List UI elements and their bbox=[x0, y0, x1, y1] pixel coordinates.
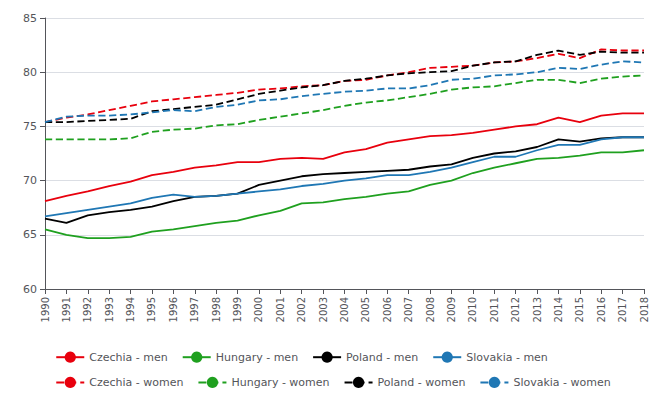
svg-text:2007: 2007 bbox=[403, 297, 414, 322]
svg-text:2011: 2011 bbox=[489, 297, 500, 322]
svg-text:1999: 1999 bbox=[232, 297, 243, 322]
svg-text:Poland - women: Poland - women bbox=[378, 376, 466, 389]
svg-text:2014: 2014 bbox=[553, 297, 564, 322]
svg-text:80: 80 bbox=[23, 66, 37, 79]
svg-text:2002: 2002 bbox=[296, 297, 307, 322]
svg-text:2015: 2015 bbox=[574, 297, 585, 322]
svg-text:1994: 1994 bbox=[125, 297, 136, 322]
svg-text:85: 85 bbox=[23, 12, 37, 25]
svg-text:65: 65 bbox=[23, 228, 37, 241]
svg-text:2004: 2004 bbox=[339, 297, 350, 322]
svg-text:75: 75 bbox=[23, 120, 37, 133]
svg-text:2012: 2012 bbox=[510, 297, 521, 322]
svg-text:1992: 1992 bbox=[82, 297, 93, 322]
svg-text:Hungary - women: Hungary - women bbox=[231, 376, 329, 389]
svg-text:2000: 2000 bbox=[253, 297, 264, 322]
svg-text:1996: 1996 bbox=[168, 297, 179, 322]
svg-text:Poland - men: Poland - men bbox=[346, 351, 418, 364]
svg-text:1997: 1997 bbox=[189, 297, 200, 322]
svg-text:2001: 2001 bbox=[275, 297, 286, 322]
svg-text:Czechia - women: Czechia - women bbox=[89, 376, 183, 389]
svg-text:Slovakia - women: Slovakia - women bbox=[513, 376, 610, 389]
svg-text:1991: 1991 bbox=[61, 297, 72, 322]
svg-text:1993: 1993 bbox=[104, 297, 115, 322]
svg-text:2006: 2006 bbox=[382, 297, 393, 322]
svg-text:2013: 2013 bbox=[532, 297, 543, 322]
svg-text:1990: 1990 bbox=[40, 297, 51, 322]
svg-text:70: 70 bbox=[23, 174, 37, 187]
svg-text:1995: 1995 bbox=[146, 297, 157, 322]
svg-text:2017: 2017 bbox=[617, 297, 628, 322]
svg-text:Slovakia - men: Slovakia - men bbox=[466, 351, 548, 364]
svg-text:2018: 2018 bbox=[639, 297, 650, 322]
svg-text:2003: 2003 bbox=[318, 297, 329, 322]
svg-text:2016: 2016 bbox=[596, 297, 607, 322]
svg-text:2010: 2010 bbox=[467, 297, 478, 322]
svg-text:1998: 1998 bbox=[211, 297, 222, 322]
svg-text:Czechia - men: Czechia - men bbox=[89, 351, 167, 364]
svg-text:2008: 2008 bbox=[425, 297, 436, 322]
svg-text:2005: 2005 bbox=[360, 297, 371, 322]
svg-text:60: 60 bbox=[23, 283, 37, 296]
svg-text:2009: 2009 bbox=[446, 297, 457, 322]
svg-text:Hungary - men: Hungary - men bbox=[216, 351, 298, 364]
